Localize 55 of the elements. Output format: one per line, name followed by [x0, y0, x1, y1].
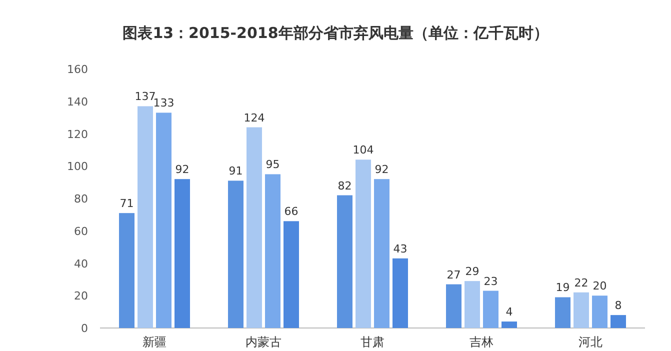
bar: [483, 290, 498, 328]
data-label: 104: [352, 144, 374, 157]
bar: [174, 179, 190, 328]
y-tick-label: 0: [81, 322, 88, 335]
bar: [502, 322, 517, 328]
y-tick-label: 20: [74, 290, 88, 303]
bar: [284, 221, 299, 328]
data-label: 92: [374, 163, 389, 176]
bar: [337, 195, 352, 328]
data-label: 29: [465, 265, 480, 278]
y-tick-label: 120: [67, 128, 88, 141]
data-label: 92: [175, 163, 190, 176]
data-label: 95: [266, 158, 280, 172]
data-label: 124: [244, 111, 265, 124]
bar: [138, 106, 153, 328]
data-label: 23: [484, 274, 498, 288]
bar: [446, 284, 462, 328]
bar: [392, 258, 408, 328]
bar: [374, 179, 390, 328]
bar: [574, 292, 589, 328]
y-tick-label: 160: [67, 63, 88, 76]
data-label: 82: [338, 179, 352, 192]
bar: [592, 296, 608, 328]
data-label: 8: [614, 299, 622, 312]
y-tick-label: 100: [67, 160, 88, 174]
x-tick-label: 新疆: [142, 335, 166, 349]
bar: [464, 281, 480, 328]
data-label: 133: [153, 96, 174, 110]
data-label: 4: [506, 306, 513, 319]
bar: [265, 174, 280, 328]
data-label: 66: [284, 205, 298, 218]
bar: [228, 180, 244, 328]
x-tick-label: 吉林: [470, 335, 494, 349]
bar: [246, 127, 262, 328]
y-tick-label: 60: [74, 224, 88, 238]
y-tick-label: 140: [67, 95, 88, 108]
bar: [555, 297, 570, 328]
bar: [156, 112, 172, 328]
data-label: 91: [228, 164, 243, 178]
data-label: 22: [574, 276, 588, 290]
bar: [119, 213, 134, 328]
bar: [610, 315, 626, 328]
y-tick-label: 80: [74, 192, 88, 206]
data-label: 27: [446, 268, 461, 282]
data-label: 19: [556, 281, 570, 294]
y-tick-label: 40: [74, 257, 88, 270]
x-tick-label: 内蒙古: [246, 335, 282, 349]
data-label: 71: [120, 197, 134, 210]
x-tick-label: 河北: [578, 335, 602, 349]
x-tick-label: 甘肃: [360, 335, 384, 349]
data-label: 43: [393, 242, 408, 256]
chart-title: 图表13：2015-2018年部分省市弃风电量（单位：亿千瓦时）: [122, 24, 548, 42]
bar: [356, 160, 371, 328]
data-label: 137: [134, 90, 156, 104]
data-label: 20: [592, 280, 607, 293]
